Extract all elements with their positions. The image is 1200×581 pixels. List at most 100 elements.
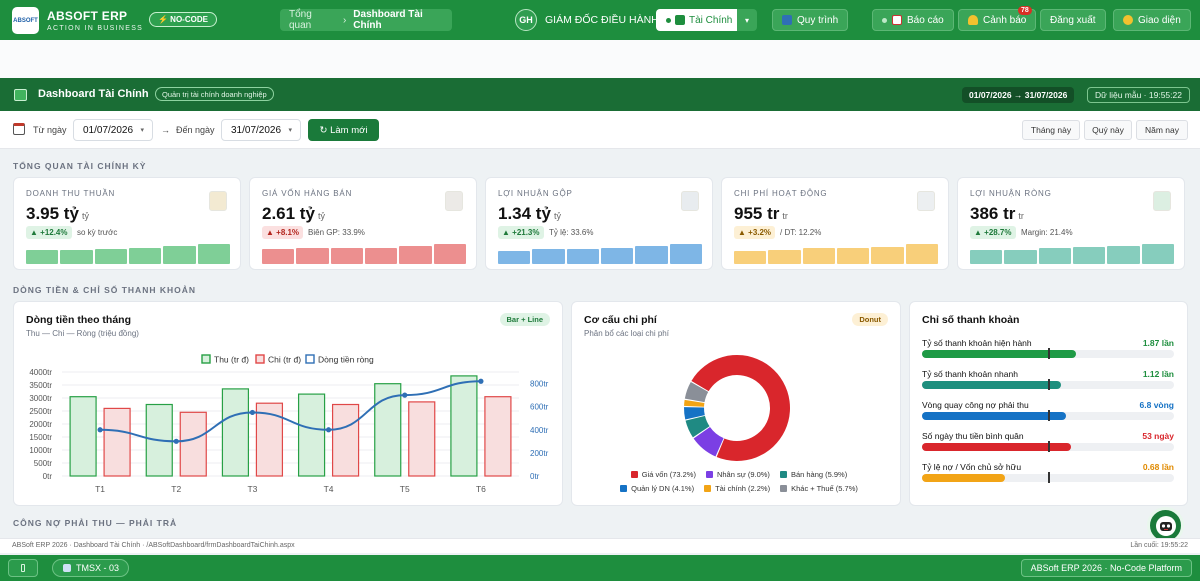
assistant-fab[interactable] (1147, 507, 1184, 544)
kpi-note: Tỷ lệ: 33.6% (549, 228, 594, 237)
logout-label: Đăng xuất (1050, 14, 1096, 26)
kpi-value: 1.34 tỷ tỷ (498, 204, 561, 224)
kpi-icon (917, 191, 935, 211)
kpi-change-badge: ▲ +12.4% (26, 226, 72, 239)
grip-icon (21, 564, 25, 572)
legend-swatch (630, 471, 638, 478)
breadcrumb-current: Dashboard Tài Chính (353, 9, 423, 31)
chart-type-badge: Bar + Line (499, 313, 550, 326)
calendar-icon (13, 123, 25, 135)
this-month-button[interactable]: Tháng này (1022, 120, 1080, 140)
kpi-card[interactable]: DOANH THU THUẦN 3.95 tỷ tỷ ▲ +12.4% so kỳ… (13, 177, 241, 270)
refresh-button[interactable]: ↻ Làm mới (308, 119, 379, 141)
donut-slice[interactable] (679, 399, 708, 427)
x-tick-label: T6 (476, 484, 486, 494)
y-left-tick-label: 0tr (43, 472, 53, 481)
bottom-taskbar: TMSX - 03 ABSoft ERP 2026 · No-Code Plat… (0, 555, 1200, 581)
sparkline-bar (364, 247, 398, 264)
bar-chi (179, 411, 207, 477)
module-dropdown-button[interactable]: ▾ (737, 9, 757, 31)
kpi-label: CHI PHÍ HOẠT ĐỘNG (734, 189, 828, 198)
sparkline-bar (498, 251, 531, 264)
donut-slice[interactable] (665, 346, 810, 466)
liquidity-fill (922, 350, 1076, 358)
from-date-input[interactable]: 01/07/2026 ▾ (73, 119, 153, 141)
bar-thu (297, 393, 326, 477)
kpi-label: GIÁ VỐN HÀNG BÁN (262, 189, 353, 198)
module-select[interactable]: Tài Chính (656, 9, 737, 31)
liquidity-row: Số ngày thu tiền bình quân 53 ngày (922, 431, 1174, 452)
donut-slice[interactable] (680, 409, 713, 442)
cost-subtitle: Phân bổ các loại chi phí (584, 329, 669, 338)
arrow-icon: → (161, 125, 170, 135)
sparkline-bar (532, 249, 565, 264)
this-year-button[interactable]: Năm nay (1136, 120, 1188, 140)
logo[interactable]: ABSOFT (12, 7, 39, 34)
this-quarter-button[interactable]: Quý này (1084, 120, 1132, 140)
bell-icon (968, 15, 978, 25)
sparkline-bar (905, 244, 938, 264)
bar-thu (374, 383, 402, 477)
x-tick-label: T3 (247, 484, 257, 494)
liquidity-benchmark-marker (1048, 379, 1050, 390)
donut-legend-item: Tài chính (2.2%) (704, 484, 770, 493)
net-cashflow-point (249, 409, 256, 416)
open-tab-tmsx[interactable]: TMSX - 03 (52, 559, 129, 577)
to-date-input[interactable]: 31/07/2026 ▾ (221, 119, 301, 141)
net-cashflow-point (402, 392, 408, 398)
sparkline-bar (1004, 249, 1037, 264)
kpi-card[interactable]: LỢI NHUẬN RÒNG 386 tr tr ▲ +28.7% Margin:… (957, 177, 1185, 270)
breadcrumb-root[interactable]: Tổng quan (289, 9, 312, 31)
liquidity-title: Chỉ số thanh khoản (922, 314, 1020, 326)
x-tick-label: T2 (171, 484, 181, 494)
donut-slice[interactable] (682, 394, 706, 415)
sparkline-bar (635, 246, 668, 264)
alerts-button[interactable]: Cảnh báo (958, 9, 1037, 31)
kpi-number: 955 tr (734, 204, 780, 223)
legend-label: Chi (tr đ) (268, 355, 301, 365)
liquidity-benchmark-marker (1048, 348, 1050, 359)
alerts-count-badge: 78 (1018, 6, 1032, 15)
sparkline-bar (734, 250, 767, 264)
kpi-icon (445, 191, 463, 211)
y-left-tick-label: 4000tr (29, 368, 52, 377)
brand-tagline: ACTION IN BUSINESS (47, 25, 144, 32)
bar-thu (221, 388, 250, 477)
workflow-button[interactable]: Quy trình (772, 9, 849, 31)
cost-structure-panel: Cơ cấu chi phí Phân bổ các loại chi phí … (571, 301, 901, 506)
kpi-icon (209, 191, 227, 211)
liquidity-name: Tỷ số thanh khoản hiện hành (922, 338, 1032, 348)
reports-button[interactable]: Báo cáo (872, 9, 954, 31)
sparkline-bar (26, 250, 59, 264)
legend-swatch (620, 485, 628, 492)
sparkline-bar (296, 248, 329, 264)
platform-badge: ABSoft ERP 2026 · No-Code Platform (1020, 559, 1192, 577)
kpi-card[interactable]: GIÁ VỐN HÀNG BÁN 2.61 tỷ tỷ ▲ +8.1% Biên … (249, 177, 477, 270)
logout-button[interactable]: Đăng xuất (1040, 9, 1106, 31)
kpi-icon (1153, 191, 1171, 211)
avatar[interactable]: GH (515, 9, 537, 31)
cashflow-chart: 0tr 500tr 1000tr 1500tr 2000tr 2500tr 3000tr 35… (29, 354, 549, 494)
chevron-down-icon: ▾ (140, 127, 144, 134)
y-right-tick-label: 200tr (530, 449, 549, 458)
donut-slice[interactable] (682, 382, 710, 408)
kpi-card[interactable]: LỢI NHUẬN GỘP 1.34 tỷ tỷ ▲ +21.3% Tỷ lệ: … (485, 177, 713, 270)
filter-bar: Từ ngày 01/07/2026 ▾ → Đến ngày 31/07/202… (0, 111, 1200, 149)
sparkline-bar (970, 250, 1003, 264)
bar-chi (484, 396, 512, 477)
cost-donut-chart (665, 346, 810, 466)
theme-button[interactable]: Giao diện (1113, 9, 1191, 31)
sparkline-bar (433, 244, 466, 264)
section-title-cashflow: DÒNG TIỀN & CHỈ SỐ THANH KHOẢN (13, 285, 196, 295)
legend-label: Quản lý DN (4.1%) (631, 484, 695, 493)
bar-chi (331, 403, 360, 477)
menu-toggle-button[interactable] (8, 559, 38, 577)
breadcrumb-separator: › (342, 14, 347, 26)
sparkline-bar (94, 249, 127, 264)
sparkline-bar (1038, 248, 1071, 264)
donut-slice[interactable] (691, 423, 727, 457)
legend-label: Tài chính (2.2%) (715, 484, 771, 493)
kpi-unit: tỷ (81, 211, 89, 221)
palette-icon (1123, 15, 1133, 25)
kpi-card[interactable]: CHI PHÍ HOẠT ĐỘNG 955 tr tr ▲ +3.2% / DT:… (721, 177, 949, 270)
